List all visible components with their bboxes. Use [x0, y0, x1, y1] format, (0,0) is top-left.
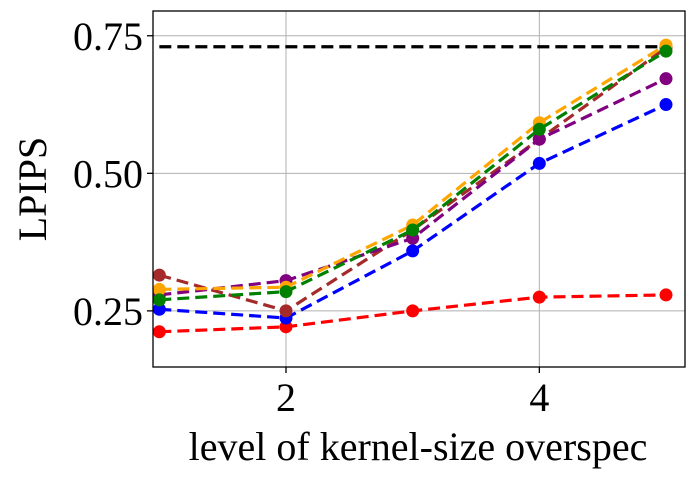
series-green-point [659, 44, 673, 58]
series-red-point [152, 325, 166, 339]
y-axis-label: LPIPS [10, 137, 55, 242]
series-red [152, 288, 673, 339]
series-green-line [159, 49, 667, 302]
series-purple-point [659, 72, 673, 86]
series-red-point [532, 290, 546, 304]
series-layer [152, 38, 673, 339]
series-blue-point [152, 302, 166, 316]
series-red-point [659, 288, 673, 302]
series-green-point [532, 122, 546, 136]
plot-frame [152, 10, 686, 368]
series-blue-point [532, 156, 546, 170]
series-blue-point [659, 98, 673, 112]
x-tick-label: 4 [529, 375, 549, 420]
x-axis-label: level of kernel-size overspec [189, 424, 648, 469]
series-blue [152, 98, 673, 325]
series-orange-point [152, 282, 166, 296]
series-brown-point [152, 268, 166, 282]
series-red-point [406, 304, 420, 318]
series-green [152, 44, 673, 307]
tick-layer: 2 4 0.25 0.50 0.75 [73, 14, 549, 420]
series-green-point [279, 285, 293, 299]
y-tick-label: 0.50 [73, 151, 143, 196]
series-purple-point [532, 132, 546, 146]
series-purple [152, 72, 673, 302]
series-green-point [152, 293, 166, 307]
series-blue-point [406, 244, 420, 258]
series-brown-point [279, 304, 293, 318]
y-tick-label: 0.75 [73, 14, 143, 59]
x-tick-label: 2 [276, 375, 296, 420]
y-tick-label: 0.25 [73, 289, 143, 334]
series-purple-line [159, 77, 667, 297]
series-brown-line [158, 46, 667, 313]
series-brown [152, 41, 673, 318]
series-green-point [406, 223, 420, 237]
